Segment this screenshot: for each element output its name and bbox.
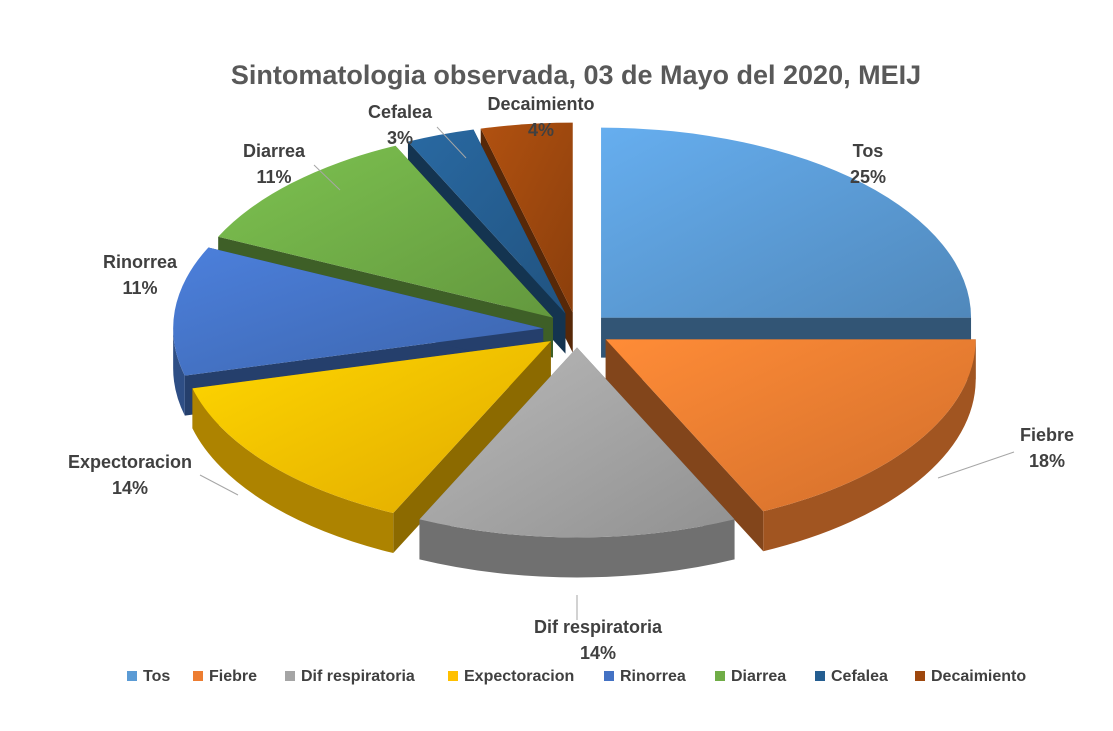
legend-item: Tos xyxy=(127,668,170,685)
data-label-value: 14% xyxy=(112,478,148,498)
leader-line xyxy=(313,164,341,191)
legend-item: Fiebre xyxy=(193,668,257,685)
legend-swatch xyxy=(127,671,137,681)
legend: Tos Fiebre Dif respiratoria Expectoracion Ri… xyxy=(127,668,1026,685)
legend-label: Dif respiratoria xyxy=(301,668,415,685)
leader-line xyxy=(937,451,1015,479)
data-label-category: Rinorrea xyxy=(103,252,178,272)
data-label-value: 18% xyxy=(1029,451,1065,471)
legend-swatch xyxy=(193,671,203,681)
legend-label: Tos xyxy=(143,668,170,685)
legend-label: Fiebre xyxy=(209,668,257,685)
data-label-value: 14% xyxy=(580,643,616,663)
legend-item: Rinorrea xyxy=(604,668,686,685)
legend-swatch xyxy=(285,671,295,681)
legend-label: Diarrea xyxy=(731,668,786,685)
pie-slice-dif-respiratoria xyxy=(419,347,735,538)
data-label-category: Expectoracion xyxy=(68,452,192,472)
pie-slice-expectoracion xyxy=(192,341,551,514)
data-label-category: Decaimiento xyxy=(487,94,594,114)
pie-slice-decaimiento xyxy=(480,122,573,313)
slice-wall xyxy=(605,339,764,552)
leader-line xyxy=(436,126,467,159)
pie-slice-tos xyxy=(601,127,972,318)
pie-slice-rinorrea xyxy=(173,247,544,376)
data-label-category: Fiebre xyxy=(1020,425,1074,445)
slice-side xyxy=(173,328,185,416)
legend-label: Expectoracion xyxy=(464,668,574,685)
pie-slice-cefalea xyxy=(407,129,566,314)
legend-label: Rinorrea xyxy=(620,668,686,685)
data-label-value: 11% xyxy=(256,167,291,187)
legend-item: Dif respiratoria xyxy=(285,668,415,685)
legend-label: Cefalea xyxy=(831,668,888,685)
pie-slice-diarrea xyxy=(218,145,553,318)
legend-item: Cefalea xyxy=(815,668,888,685)
slice-side xyxy=(419,519,735,578)
pie-slice-fiebre xyxy=(605,339,976,512)
legend-swatch xyxy=(604,671,614,681)
data-label-value: 11% xyxy=(122,278,157,298)
slice-side xyxy=(763,339,976,552)
slice-wall xyxy=(393,341,551,554)
legend-item: Decaimiento xyxy=(915,668,1026,685)
legend-swatch xyxy=(448,671,458,681)
data-label-category: Tos xyxy=(853,141,884,161)
data-label-value: 4% xyxy=(528,120,554,140)
leader-line xyxy=(199,474,239,496)
data-labels: Tos 25% Fiebre 18% Dif respiratoria 14% Expect… xyxy=(68,94,1074,663)
data-label-category: Cefalea xyxy=(368,102,433,122)
legend-swatch xyxy=(715,671,725,681)
legend-swatch xyxy=(915,671,925,681)
legend-label: Decaimiento xyxy=(931,668,1026,685)
data-label-category: Diarrea xyxy=(243,141,306,161)
chart-title: Sintomatologia observada, 03 de Mayo del… xyxy=(231,60,921,90)
data-label-value: 3% xyxy=(387,128,413,148)
data-label-value: 25% xyxy=(850,167,886,187)
pie-group xyxy=(173,122,976,578)
legend-item: Diarrea xyxy=(715,668,786,685)
legend-item: Expectoracion xyxy=(448,668,574,685)
slice-side xyxy=(192,388,394,554)
legend-swatch xyxy=(815,671,825,681)
data-label-category: Dif respiratoria xyxy=(534,617,663,637)
